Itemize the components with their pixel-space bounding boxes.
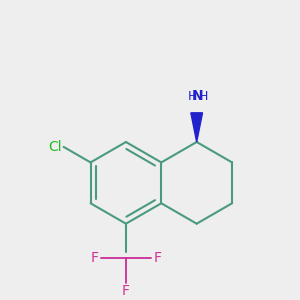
Polygon shape <box>191 113 203 142</box>
Text: H: H <box>199 90 208 103</box>
Text: H: H <box>187 90 197 103</box>
Text: N: N <box>192 89 203 103</box>
Text: F: F <box>91 251 99 265</box>
Text: F: F <box>153 251 161 265</box>
Text: Cl: Cl <box>48 140 62 154</box>
Text: F: F <box>122 284 130 298</box>
